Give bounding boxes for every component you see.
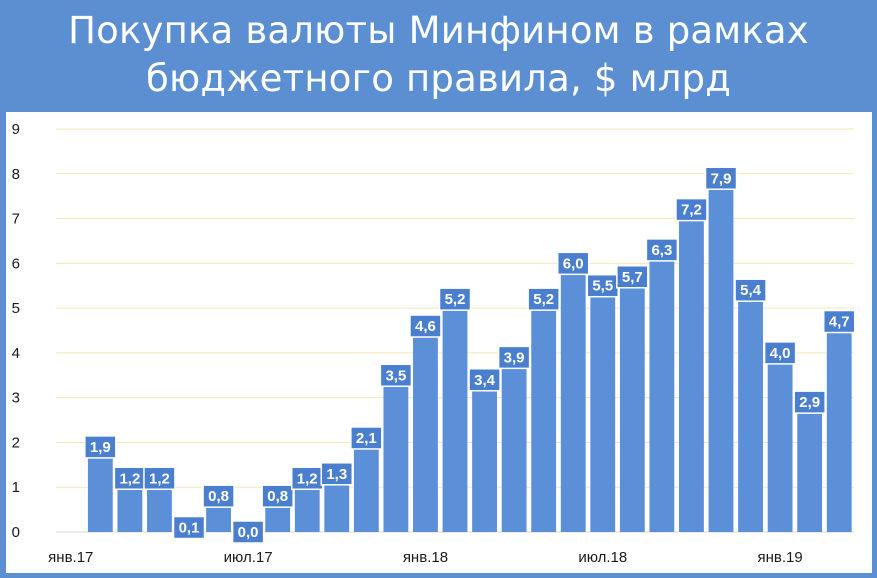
- bar: [649, 249, 675, 532]
- data-label-box: [379, 363, 413, 388]
- data-label: 3,9: [504, 349, 525, 366]
- data-label: 4,0: [770, 345, 791, 362]
- data-label-box: [793, 390, 826, 414]
- bar: [590, 285, 616, 532]
- data-label: 5,7: [622, 269, 643, 286]
- bar: [501, 357, 527, 532]
- data-label: 5,2: [445, 291, 466, 308]
- data-label-box: [704, 166, 738, 191]
- data-label-box: [143, 466, 176, 491]
- chart-title: Покупка валюты Минфином в рамках бюджетн…: [0, 0, 877, 112]
- data-label-box: [734, 278, 767, 302]
- chart-title-line-1: Покупка валюты Минфином в рамках: [68, 9, 809, 52]
- data-label-box: [231, 520, 265, 544]
- bar: [472, 379, 497, 532]
- data-label: 0,8: [267, 488, 288, 505]
- data-label: 4,6: [415, 318, 436, 335]
- data-label: 7,2: [681, 202, 702, 219]
- data-label-box: [645, 238, 679, 262]
- data-label-box: [468, 368, 501, 392]
- data-label: 1,2: [297, 470, 318, 487]
- data-label: 5,2: [533, 291, 554, 308]
- data-label-box: [202, 484, 235, 508]
- y-tick-label: 5: [12, 300, 20, 317]
- bar: [767, 352, 793, 532]
- y-tick-label: 6: [12, 255, 20, 272]
- data-label-box: [84, 435, 117, 459]
- data-label: 1,3: [326, 466, 347, 483]
- bar: [87, 446, 113, 532]
- y-tick-label: 4: [12, 345, 20, 362]
- data-label-box: [261, 484, 294, 508]
- data-label-box: [616, 265, 649, 289]
- y-tick-label: 8: [12, 166, 20, 183]
- data-label: 5,4: [740, 282, 762, 299]
- data-label: 0,8: [208, 488, 229, 505]
- y-tick-label: 3: [12, 390, 20, 407]
- data-label-box: [409, 314, 442, 338]
- data-label: 2,1: [356, 430, 377, 447]
- bar: [383, 375, 409, 532]
- bar: [826, 321, 852, 532]
- bar: [413, 326, 438, 532]
- y-tick-label: 9: [12, 121, 20, 138]
- data-label-box: [527, 287, 560, 311]
- x-tick-label: янв.19: [757, 549, 802, 566]
- x-tick-label: июл.18: [578, 549, 627, 566]
- data-label: 3,5: [385, 367, 406, 384]
- x-tick-label: янв.17: [48, 549, 93, 566]
- data-label: 7,9: [711, 170, 732, 187]
- y-tick-label: 1: [12, 479, 20, 496]
- y-tick-label: 7: [12, 211, 20, 228]
- data-label-box: [172, 515, 206, 540]
- chart-title-line-2: бюджетного правила, $ млрд: [145, 57, 732, 100]
- data-label-box: [320, 462, 354, 486]
- data-label-box: [822, 309, 856, 334]
- data-label: 0,0: [238, 524, 259, 541]
- data-label-box: [497, 345, 531, 370]
- bar: [442, 299, 468, 532]
- data-label: 2,9: [799, 394, 820, 411]
- bar: [679, 209, 704, 532]
- data-label: 1,9: [90, 439, 111, 456]
- bar: [531, 299, 557, 532]
- bar: [619, 276, 645, 532]
- x-tick-label: янв.18: [403, 549, 448, 566]
- data-label-box: [763, 341, 797, 365]
- bar: [560, 263, 586, 532]
- y-tick-label: 0: [12, 524, 20, 541]
- data-label: 6,3: [651, 242, 672, 259]
- bar: [738, 290, 763, 532]
- bar: [797, 402, 823, 532]
- data-label-box: [556, 251, 590, 276]
- data-label: 5,5: [592, 278, 613, 295]
- data-label: 1,2: [149, 470, 170, 487]
- data-label: 1,2: [119, 470, 140, 487]
- data-label-box: [438, 287, 472, 311]
- plot-area: 0 1 2 3 4 5 6 7 8 9 1,9 1,2 1,2 0,1 0,8 0,0 0,8 1,2 1,3 2,1…: [6, 112, 872, 573]
- y-tick-label: 2: [12, 434, 20, 451]
- data-label: 6,0: [563, 255, 584, 272]
- data-label-box: [350, 426, 383, 450]
- bar: [353, 437, 379, 532]
- data-label: 4,7: [829, 314, 850, 331]
- data-label: 3,4: [474, 372, 496, 389]
- data-label-box: [675, 197, 708, 222]
- bar: [708, 178, 734, 532]
- bar-chart: 0 1 2 3 4 5 6 7 8 9 1,9 1,2 1,2 0,1 0,8 0,0 0,8 1,2 1,3 2,1…: [12, 121, 856, 566]
- x-tick-label: июл.17: [224, 549, 273, 566]
- data-label: 0,1: [179, 520, 200, 537]
